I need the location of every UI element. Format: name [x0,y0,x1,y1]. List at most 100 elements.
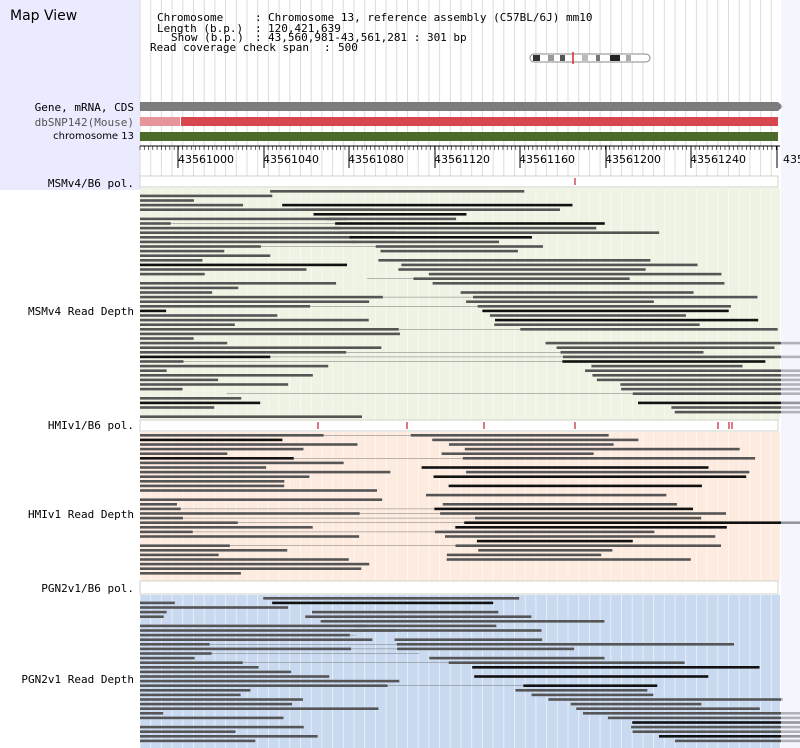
read [140,629,396,632]
read [140,643,210,646]
read [140,725,304,729]
ideogram-band [610,55,620,61]
read [476,539,633,543]
show-info-value: 43,560,981-43,561,281 : 301 bp [268,31,467,44]
read [140,443,358,446]
read [631,725,800,729]
read [140,438,283,442]
msm-depth-label: MSMv4 Read Depth [28,305,134,318]
read [140,272,205,276]
read [140,291,213,294]
coverage-info-value: 500 [338,41,358,54]
read [140,434,324,437]
ideogram-band [582,55,588,61]
read [140,369,167,372]
read [140,656,195,660]
read [263,597,520,600]
read [425,493,667,497]
read [339,231,660,234]
read [140,512,360,515]
read [433,475,747,478]
read [637,401,800,405]
read [401,263,698,267]
ruler-tick-label: 43561040 [263,153,319,166]
read [448,484,702,488]
read [473,295,758,299]
read [352,240,500,244]
read [674,739,800,743]
read [445,535,716,538]
read [394,638,543,641]
pol-track [139,175,779,188]
read [460,291,694,294]
read [545,341,800,345]
read [413,277,630,280]
read [326,217,457,221]
read [583,712,800,715]
read [421,466,709,469]
read [305,615,532,618]
ruler-tick-label: 43561000 [178,153,234,166]
read [349,236,532,239]
read [562,360,766,363]
read [140,661,243,664]
read [334,226,597,230]
read [140,526,313,529]
read [472,666,760,669]
read [495,318,759,322]
read [272,601,494,605]
read [140,194,273,198]
read [140,470,391,474]
read [140,606,289,609]
read [140,378,219,382]
read [140,268,307,271]
read [140,355,271,359]
read [140,712,164,715]
read [140,341,228,345]
read [140,314,278,317]
read [140,638,373,641]
read [140,249,225,253]
read [448,661,685,664]
pgn-depth-label: PGN2v1 Read Depth [21,673,134,686]
read [632,392,800,395]
read [380,249,518,253]
read [140,401,261,405]
read [140,245,261,248]
left-panel-header [0,0,140,190]
read [140,698,303,701]
show-info-label: Show (b.p.) [171,31,244,44]
ruler-tick-label: 43561080 [348,153,404,166]
read [428,272,722,276]
read [140,387,183,391]
read [140,254,271,257]
read [489,314,686,317]
read [140,351,347,354]
read [398,268,646,271]
read [140,610,167,614]
read [455,544,722,547]
read [140,480,285,483]
read [140,647,352,651]
read [462,457,756,460]
read [446,558,691,561]
read [397,647,575,651]
length-info-label: Length (b.p.) [157,22,244,35]
chromosome-info-value: Chromosome 13, reference assembly (C57BL… [268,11,593,24]
pgn-pol-label: PGN2v1/B6 pol. [41,582,134,595]
read [434,507,693,511]
read [474,675,709,678]
read [410,434,609,437]
ruler-tick-label: 4356 [783,153,800,166]
read [396,643,734,646]
read [620,383,800,386]
read [585,369,800,372]
ideogram-band [560,55,565,61]
read [140,693,241,697]
read [140,240,356,244]
read [270,190,525,193]
hmi-pol-label: HMIv1/B6 pol. [47,419,134,432]
read [140,305,311,308]
read [140,383,289,386]
read [466,470,750,474]
